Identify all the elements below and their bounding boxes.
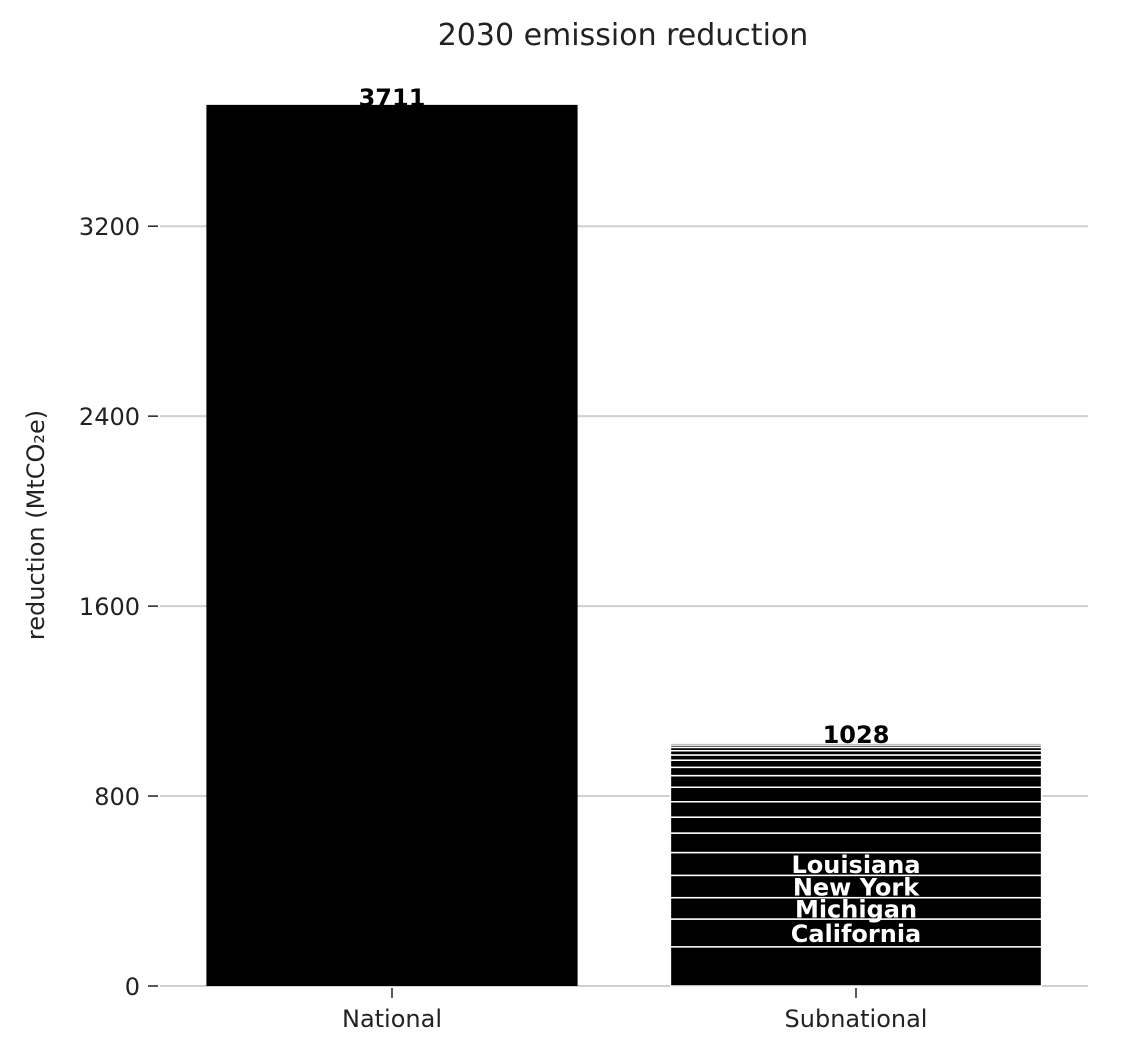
chart-title: 2030 emission reduction	[438, 18, 809, 53]
bar-segment	[669, 759, 1043, 769]
segment-label: Michigan	[795, 895, 917, 923]
bar-total-label: 3711	[359, 84, 426, 112]
y-tick-label: 3200	[79, 213, 140, 241]
bar-segment	[669, 741, 1043, 744]
bar-segment	[669, 832, 1043, 854]
bar-segment	[669, 816, 1043, 834]
bar-total-label: 1028	[823, 721, 890, 749]
bar-segment	[669, 800, 1043, 818]
x-tick-label: National	[342, 1005, 442, 1033]
bar-segment	[669, 786, 1043, 803]
segment-label: New York	[793, 874, 920, 902]
bar-segment	[206, 104, 578, 987]
segment-label: Louisiana	[791, 851, 920, 879]
segment-label: California	[791, 920, 922, 948]
bar-segment	[669, 918, 1043, 948]
x-tick-label: Subnational	[785, 1005, 928, 1033]
y-tick-label: 2400	[79, 403, 140, 431]
y-tick-label: 800	[94, 783, 140, 811]
bar-segment	[669, 754, 1043, 761]
y-tick-label: 1600	[79, 593, 140, 621]
bar-segment	[669, 766, 1043, 777]
bar-segment	[669, 946, 1043, 987]
axis-layer: 0 800 1600 2400 3200 National Subnational	[79, 213, 928, 1033]
bars-layer	[206, 104, 1043, 987]
y-axis-label: reduction (MtCO₂e)	[22, 410, 50, 640]
y-tick-label: 0	[125, 973, 140, 1001]
bar-segment	[669, 774, 1043, 789]
